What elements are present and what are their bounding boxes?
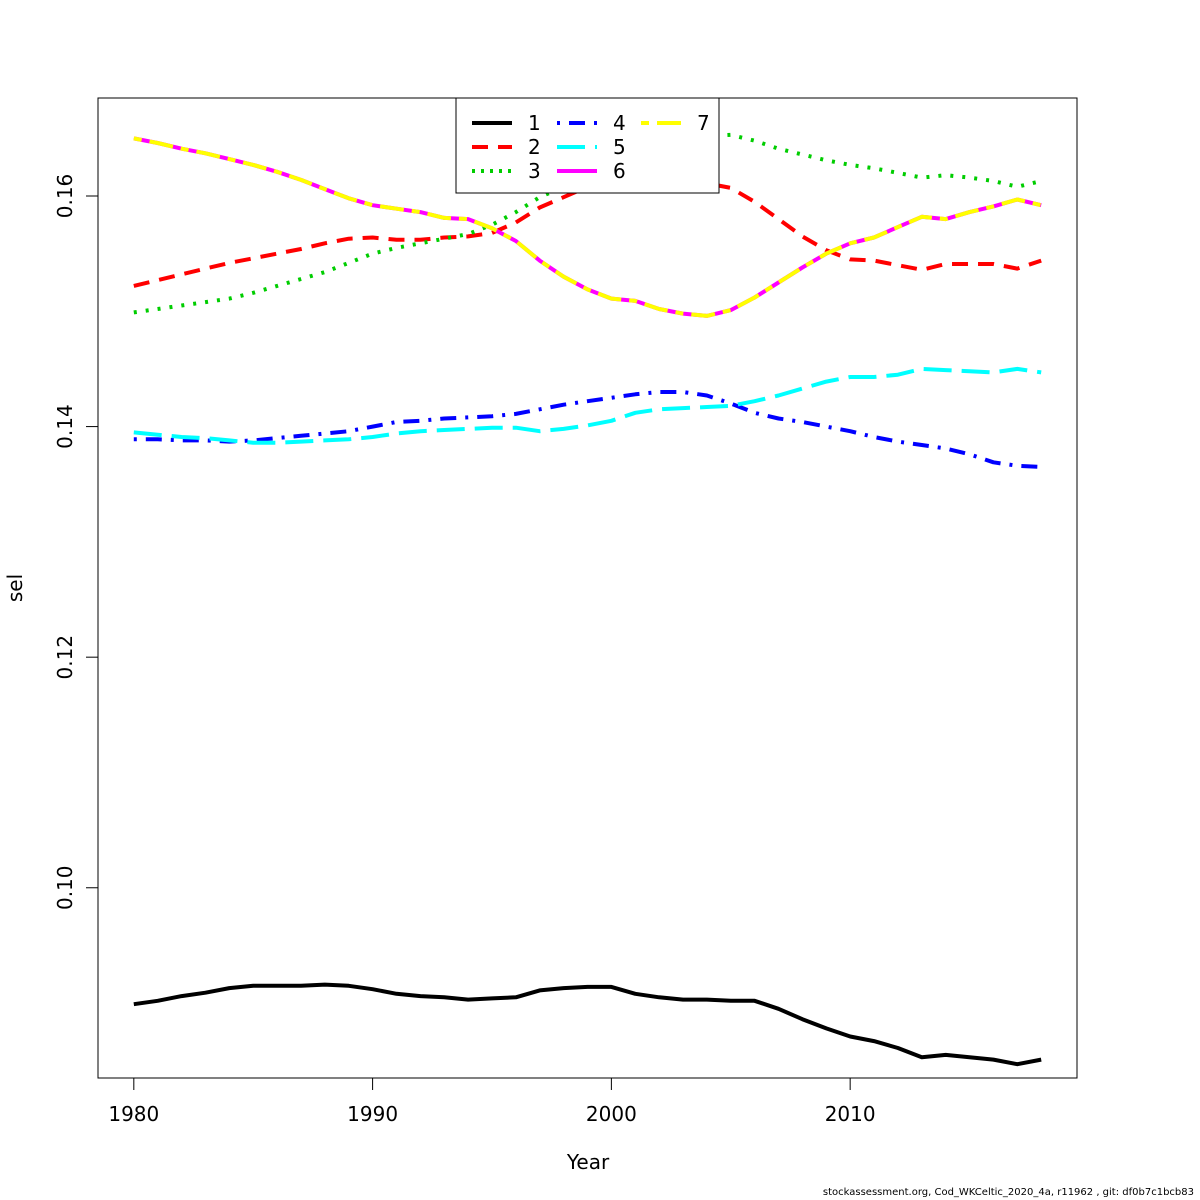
series-line-5	[133, 366, 1042, 445]
legend-label-6: 6	[613, 159, 626, 183]
x-tick-label: 1990	[347, 1102, 398, 1126]
x-tick-label: 2010	[825, 1102, 876, 1126]
legend-box	[455, 97, 720, 194]
legend-label-1: 1	[528, 111, 541, 135]
y-tick-label: 0.10	[53, 865, 77, 910]
y-tick-label: 0.14	[53, 404, 77, 449]
y-tick-label: 0.16	[53, 174, 77, 219]
series-line-7	[133, 136, 1042, 318]
y-axis: 0.10 0.12 0.14 0.16	[53, 174, 99, 910]
legend-label-7: 7	[697, 111, 710, 135]
series-line-1	[133, 982, 1042, 1067]
x-tick-label: 2000	[586, 1102, 637, 1126]
legend-label-4: 4	[613, 111, 626, 135]
legend: 123 456 7	[455, 97, 720, 194]
x-axis-title: Year	[566, 1150, 610, 1174]
y-axis-title: sel	[3, 574, 27, 602]
legend-label-2: 2	[528, 135, 541, 159]
x-tick-label: 1980	[108, 1102, 159, 1126]
y-tick-label: 0.12	[53, 635, 77, 680]
footer-credit: stockassessment.org, Cod_WKCeltic_2020_4…	[822, 1187, 1194, 1198]
legend-label-5: 5	[613, 135, 626, 159]
legend-label-3: 3	[528, 159, 541, 183]
series-line-4	[133, 390, 1042, 469]
x-axis: 1980 1990 2000 2010	[108, 1077, 876, 1126]
